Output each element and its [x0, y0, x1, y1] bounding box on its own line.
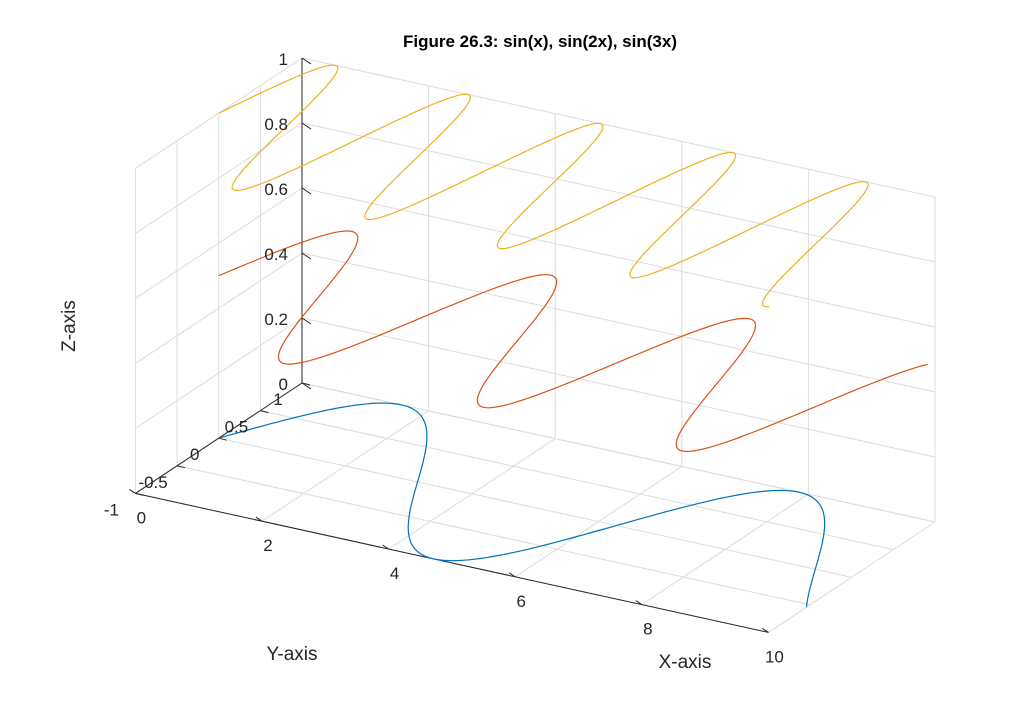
z-tick-label: 0.8: [264, 115, 288, 134]
x-axis-label: X-axis: [659, 652, 712, 673]
y-tick-label: -0.5: [138, 473, 167, 492]
z-tick-mark: [301, 57, 312, 65]
x-tick-label: 2: [263, 536, 272, 555]
z-tick-label: 0.4: [264, 245, 288, 264]
x-tick-mark: [635, 600, 643, 606]
x-tick-label: 8: [643, 620, 652, 639]
floor-gridline-y: [176, 465, 811, 606]
series-line-sin2x: [218, 230, 928, 453]
chart-title: Figure 26.3: sin(x), sin(2x), sin(3x): [403, 32, 677, 51]
x-tick-mark: [508, 572, 516, 578]
wall-gridline-z: [301, 122, 936, 263]
wall-gridline-z: [135, 122, 303, 234]
y-tick-mark: [260, 410, 269, 414]
z-axis-label: Z-axis: [59, 300, 80, 352]
wall-gridline-z: [301, 187, 936, 328]
z-tick-mark: [301, 252, 312, 260]
x-tick-label: 6: [516, 592, 525, 611]
floor-gridline-y: [218, 437, 852, 578]
wall-gridline-z: [135, 317, 303, 429]
x-tick-mark: [255, 516, 263, 522]
y-tick-label: -1: [104, 500, 119, 519]
y-axis-label: Y-axis: [266, 644, 317, 665]
z-tick-label: 0.6: [264, 180, 288, 199]
x-tick-mark: [129, 488, 136, 494]
grid-layer: [134, 57, 936, 633]
x-tick-mark: [382, 544, 389, 550]
x-tick-mark: [762, 627, 769, 633]
z-tick-mark: [301, 317, 312, 325]
series-layer: [218, 64, 928, 608]
z-tick-label: 0: [279, 375, 288, 394]
wall-gridline-z: [301, 317, 936, 458]
wall-gridline-z: [301, 57, 936, 198]
y-tick-mark: [135, 492, 144, 496]
y-tick-label: 0.5: [225, 418, 249, 437]
z-tick-mark: [301, 122, 312, 130]
x-tick-label: 0: [137, 508, 146, 527]
z-tick-mark: [301, 382, 312, 390]
y-tick-mark: [176, 465, 186, 469]
series-line-sin3x: [218, 64, 869, 308]
wall-gridline-z: [301, 252, 936, 393]
wall-gridline-z: [135, 187, 303, 299]
x-axis-line: [135, 492, 769, 633]
wall-gridline-z: [135, 252, 303, 364]
series-line-sinx: [218, 402, 826, 608]
y-tick-label: 0: [190, 445, 199, 464]
floor-gridline-y: [260, 410, 894, 551]
z-tick-mark: [301, 187, 312, 195]
y-tick-mark: [218, 437, 227, 441]
z-tick-label: 1: [279, 50, 288, 69]
axis-layer: [135, 58, 769, 633]
z-tick-label: 0.2: [264, 310, 288, 329]
x-tick-label: 4: [390, 564, 399, 583]
x-tick-label: 10: [765, 647, 784, 666]
y-tick-label: 1: [273, 390, 282, 409]
